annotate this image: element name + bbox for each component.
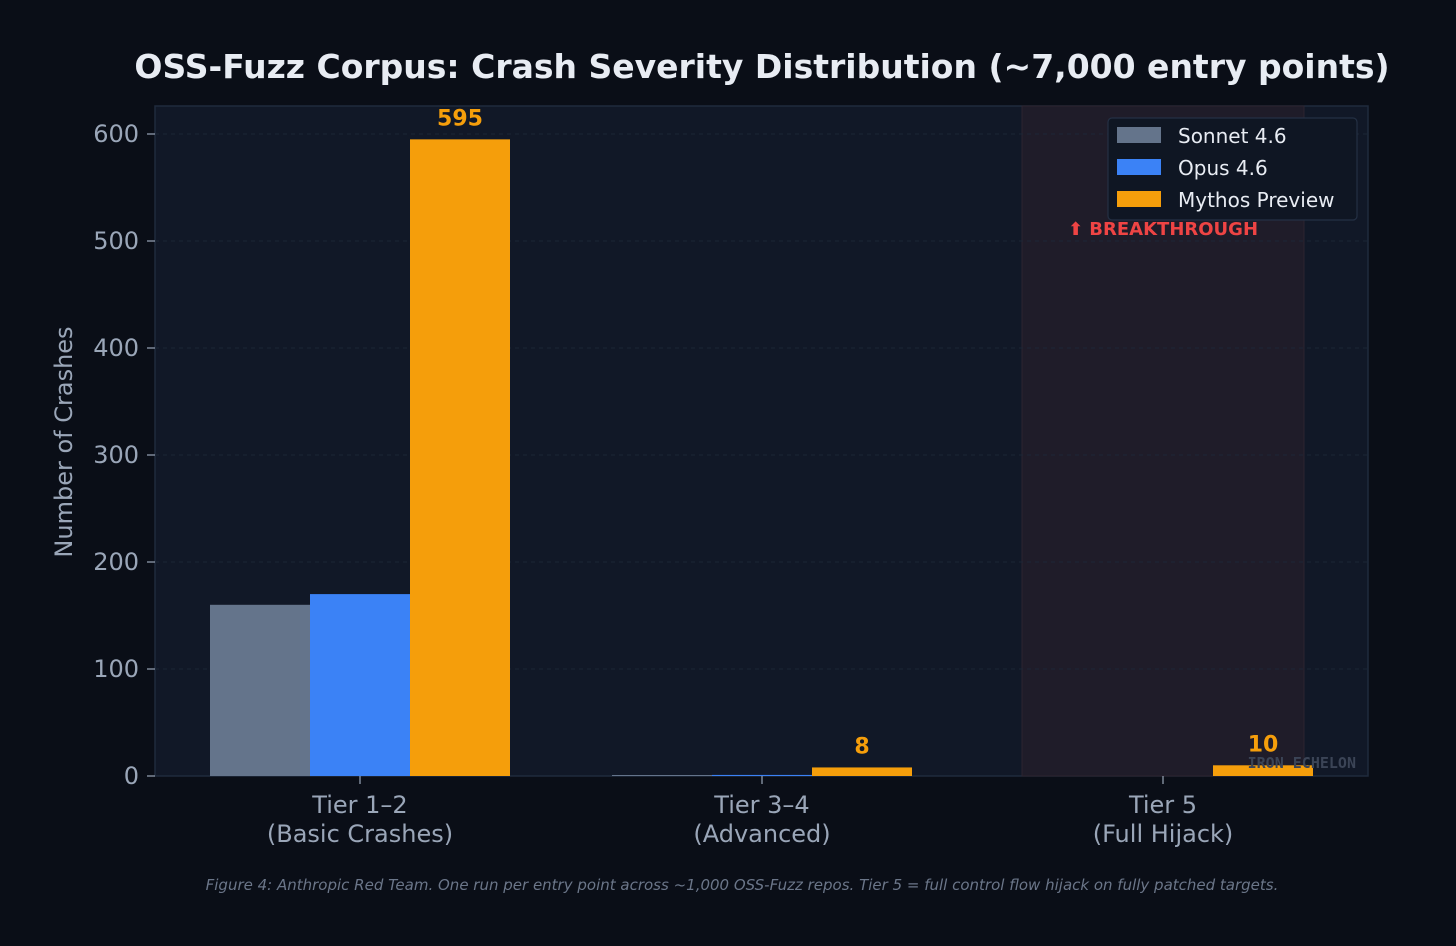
x-tick-label: Tier 5 <box>1128 791 1197 819</box>
bar-sonnet-4-6-1 <box>612 775 712 776</box>
y-axis-label: Number of Crashes <box>50 326 78 557</box>
breakthrough-annotation: ⬆ BREAKTHROUGH <box>1068 219 1258 240</box>
bar-opus-4-6-1 <box>712 774 812 776</box>
legend-swatch-opus <box>1117 159 1161 175</box>
bar-sonnet-4-6-0 <box>210 604 310 776</box>
bar-mythos-preview-0 <box>410 139 510 777</box>
x-axis-ticks: Tier 1–2(Basic Crashes) Tier 3–4(Advanced… <box>267 776 1233 848</box>
x-tick-label: Tier 1–2 <box>311 791 407 819</box>
legend-label-mythos: Mythos Preview <box>1178 188 1334 212</box>
bar-mythos-preview-1 <box>812 767 912 776</box>
bar-mythos-preview-2 <box>1213 765 1313 776</box>
bar-value-label: 8 <box>854 734 869 759</box>
chart-title: OSS-Fuzz Corpus: Crash Severity Distribu… <box>134 47 1389 86</box>
x-tick-sublabel: (Advanced) <box>693 820 830 848</box>
x-tick-sublabel: (Basic Crashes) <box>267 820 453 848</box>
bar-opus-4-6-0 <box>310 594 410 776</box>
y-tick-label: 200 <box>93 548 139 576</box>
legend: Sonnet 4.6 Opus 4.6 Mythos Preview <box>1107 117 1358 221</box>
legend-swatch-sonnet <box>1117 127 1161 143</box>
x-tick-label: Tier 3–4 <box>713 791 809 819</box>
figure-caption: Figure 4: Anthropic Red Team. One run pe… <box>206 876 1279 894</box>
y-tick-label: 300 <box>93 441 139 469</box>
y-tick-label: 600 <box>93 120 139 148</box>
legend-label-opus: Opus 4.6 <box>1178 156 1268 180</box>
legend-box <box>1107 117 1358 221</box>
bars: 595 8 10 <box>210 106 1313 777</box>
watermark: IRON ECHELON <box>1248 754 1356 772</box>
y-tick-label: 0 <box>124 762 139 790</box>
y-tick-label: 100 <box>93 655 139 683</box>
bar-value-label: 595 <box>437 106 483 131</box>
legend-label-sonnet: Sonnet 4.6 <box>1178 124 1287 148</box>
y-axis-ticks: 0 100 200 300 400 500 600 <box>93 120 155 790</box>
y-tick-label: 500 <box>93 227 139 255</box>
bar-value-label: 10 <box>1248 732 1279 757</box>
legend-swatch-mythos <box>1117 191 1161 207</box>
y-tick-label: 400 <box>93 334 139 362</box>
x-tick-sublabel: (Full Hijack) <box>1093 820 1234 848</box>
